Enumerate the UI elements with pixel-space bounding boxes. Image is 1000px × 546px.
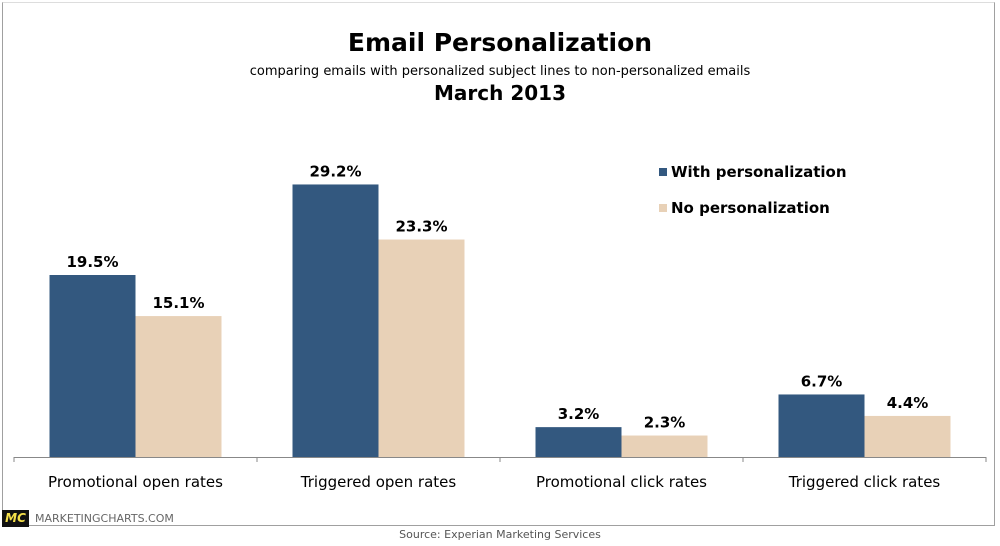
data-label: 29.2% — [309, 162, 361, 180]
chart-date: March 2013 — [434, 81, 566, 105]
data-label: 19.5% — [66, 253, 118, 271]
bar — [292, 184, 379, 457]
data-label: 3.2% — [558, 405, 600, 423]
source-note: Source: Experian Marketing Services — [399, 528, 601, 541]
bar — [778, 394, 865, 457]
legend-item-no-personalization: No personalization — [659, 199, 830, 217]
bar — [621, 435, 708, 457]
bar — [535, 427, 622, 457]
data-label: 6.7% — [801, 372, 843, 390]
site-name: MARKETINGCHARTS.COM — [35, 512, 174, 525]
legend-label: No personalization — [671, 199, 830, 217]
marketingcharts-logo: MC — [2, 510, 29, 527]
chart-frame — [2, 2, 995, 526]
legend-label: With personalization — [671, 163, 847, 181]
chart-title: Email Personalization — [347, 28, 653, 57]
data-label: 15.1% — [152, 294, 204, 312]
legend-item-with-personalization: With personalization — [659, 163, 847, 181]
bar — [864, 415, 951, 457]
data-label: 2.3% — [644, 414, 686, 432]
chart-subtitle: comparing emails with personalized subje… — [249, 64, 751, 79]
data-label: 4.4% — [887, 394, 929, 412]
x-tick-label: Triggered open rates — [300, 473, 457, 491]
bar — [49, 275, 136, 457]
legend-swatch — [659, 168, 667, 176]
bar — [378, 239, 465, 457]
bar — [135, 316, 222, 457]
x-tick-label: Promotional click rates — [536, 473, 707, 491]
x-tick-label: Triggered click rates — [788, 473, 941, 491]
data-label: 23.3% — [395, 218, 447, 236]
x-tick-label: Promotional open rates — [48, 473, 223, 491]
legend-swatch — [659, 204, 667, 212]
